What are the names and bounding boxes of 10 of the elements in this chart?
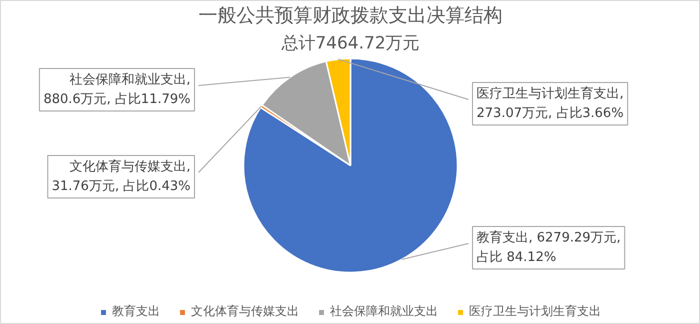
- legend-label: 医疗卫生与计划生育支出: [469, 303, 601, 320]
- legend-label: 教育支出: [112, 303, 160, 320]
- chart-title: 一般公共预算财政拨款支出决算结构: [198, 4, 502, 26]
- legend-label: 文化体育与传媒支出: [191, 303, 299, 320]
- data-label: 文化体育与传媒支出, 31.76万元, 占比0.43%: [52, 158, 191, 194]
- data-label: 教育支出, 6279.29万元, 占比 84.12%: [476, 230, 621, 265]
- chart-subtitle: 总计7464.72万元: [280, 34, 420, 54]
- legend-label: 社会保障和就业支出: [330, 303, 438, 320]
- data-label: 医疗卫生与计划生育支出, 273.07万元, 占比3.66%: [476, 86, 624, 121]
- data-label: 社会保障和就业支出, 880.6万元, 占比11.79%: [43, 72, 191, 107]
